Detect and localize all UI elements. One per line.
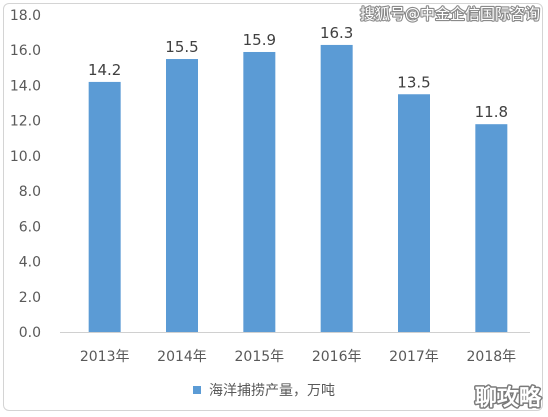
- legend-swatch: [193, 386, 201, 394]
- watermark-bottom: 聊攻略 聊攻略: [473, 384, 543, 413]
- watermark-bottom-text: 聊攻略: [475, 385, 542, 411]
- y-tick-label: 16.0: [10, 43, 41, 59]
- data-label: 15.9: [243, 31, 276, 49]
- x-tick-label: 2015年: [235, 349, 285, 365]
- bar: [320, 44, 353, 332]
- bar: [243, 51, 276, 332]
- watermark-top-outline: 搜狐号@中金企信国际咨询: [360, 5, 540, 23]
- bar: [398, 94, 430, 332]
- x-axis-ticks: 2013年 2014年 2015年 2016年 2017年 2018年: [80, 349, 516, 365]
- data-labels: 14.2 15.5 15.9 16.3 13.5 11.8: [88, 24, 508, 121]
- watermark-top-text: 搜狐号@中金企信国际咨询: [360, 5, 540, 23]
- y-tick-label: 6.0: [19, 219, 41, 235]
- data-label: 13.5: [397, 73, 430, 91]
- bar: [88, 81, 121, 332]
- y-tick-label: 4.0: [19, 255, 41, 271]
- watermark-top: 搜狐号@中金企信国际咨询 搜狐号@中金企信国际咨询: [359, 4, 541, 24]
- y-tick-label: 0.0: [19, 325, 41, 341]
- x-tick-label: 2017年: [389, 349, 439, 365]
- y-tick-label: 14.0: [10, 78, 41, 94]
- bar: [475, 124, 508, 332]
- watermark-bottom-outline: 聊攻略: [475, 385, 542, 411]
- bar: [166, 59, 198, 333]
- y-tick-label: 10.0: [10, 149, 41, 165]
- x-tick-label: 2014年: [157, 349, 207, 365]
- data-label: 14.2: [88, 61, 121, 79]
- data-label: 11.8: [475, 103, 508, 121]
- legend-label: 海洋捕捞产量，万吨: [209, 383, 335, 399]
- bars: [88, 44, 508, 333]
- x-tick-label: 2018年: [467, 349, 517, 365]
- y-axis-ticks: 0.0 2.0 4.0 6.0 8.0 10.0 12.0 14.0 16.0 18.0: [10, 8, 41, 341]
- y-tick-label: 8.0: [19, 184, 41, 200]
- y-tick-label: 18.0: [10, 8, 41, 24]
- y-tick-label: 2.0: [19, 290, 41, 306]
- y-tick-label: 12.0: [10, 114, 41, 130]
- x-tick-label: 2013年: [80, 349, 130, 365]
- x-tick-label: 2016年: [312, 349, 362, 365]
- data-label: 16.3: [320, 24, 353, 42]
- legend: 海洋捕捞产量，万吨: [193, 383, 335, 399]
- data-label: 15.5: [165, 38, 198, 56]
